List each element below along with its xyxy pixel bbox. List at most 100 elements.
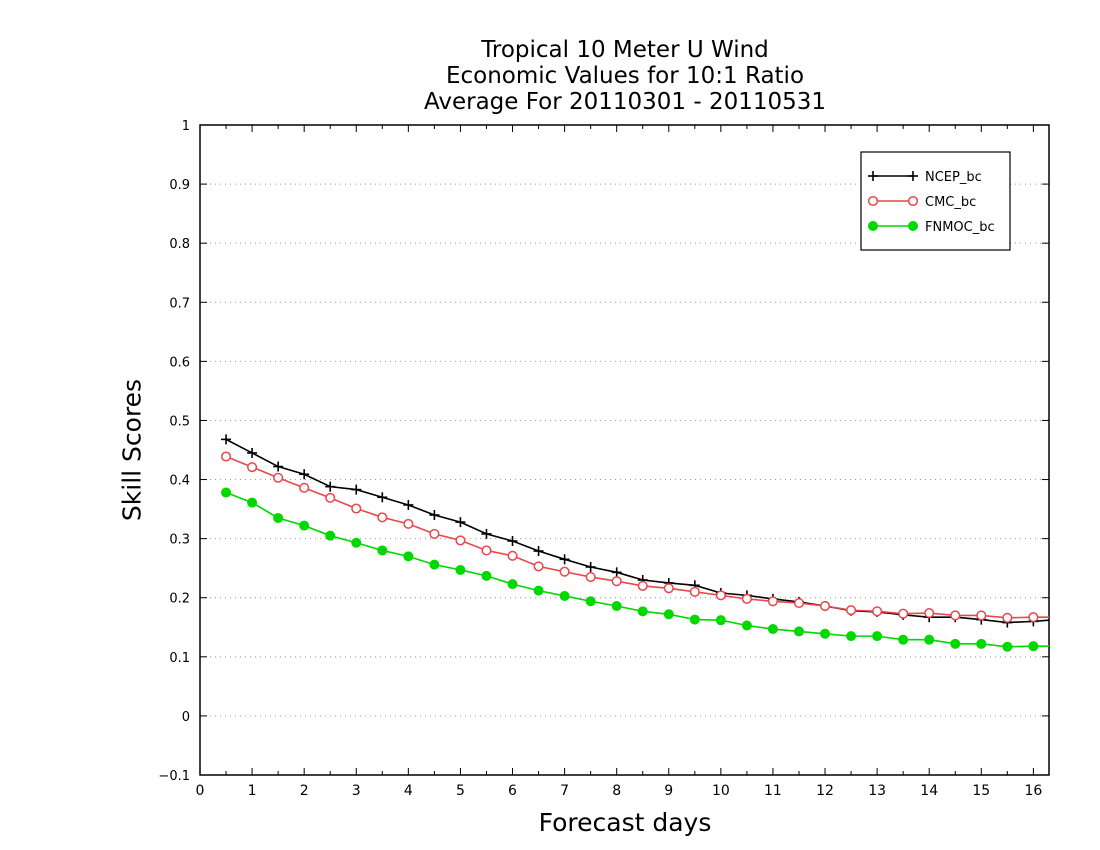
data-point-fnmoc_bc [1002,641,1013,652]
data-point-cmc_bc [507,550,518,561]
data-point-fnmoc_bc [924,634,935,645]
data-point-fnmoc_bc [820,628,831,639]
data-point-cmc_bc [220,451,232,462]
data-point-ncep_bc [559,554,570,565]
data-point-fnmoc_bc [507,579,518,590]
data-point-fnmoc_bc [533,585,544,596]
legend-marker [908,171,918,181]
data-point-cmc_bc [585,571,596,583]
data-point-ncep_bc [221,434,232,445]
data-point-fnmoc_bc [559,590,570,601]
legend: NCEP_bc CMC_bc FNMOC_bc [860,151,1011,251]
data-point-cmc_bc [924,608,935,619]
x-tick-label: 5 [456,783,465,799]
data-point-cmc_bc [819,600,831,612]
data-point-cmc_bc [846,605,857,616]
data-point-cmc_bc [455,535,466,546]
data-point-cmc_bc [1028,612,1039,623]
data-point-fnmoc_bc [689,614,700,625]
data-point-ncep_bc [247,447,258,458]
data-point-cmc_bc [872,606,883,617]
data-point-fnmoc_bc [325,530,336,541]
data-point-ncep_bc [351,484,362,495]
data-point-fnmoc_bc [429,559,440,570]
x-tick-label: 3 [352,783,361,799]
data-point-fnmoc_bc [793,626,804,637]
legend-marker [907,195,919,207]
y-tick-label: 0.4 [169,474,190,489]
data-point-cmc_bc [663,583,674,594]
y-tick-label: 1 [182,119,190,134]
x-tick-label: 16 [1024,783,1042,799]
data-point-ncep_bc [455,517,466,528]
series-line-ncep_bc [225,438,1050,624]
y-tick-label: 0.1 [169,651,190,666]
data-point-fnmoc_bc [455,564,466,575]
series-line-cmc_bc [225,455,1049,619]
legend-marker [867,195,879,207]
data-point-fnmoc_bc [377,545,388,556]
data-point-fnmoc_bc [585,596,596,607]
series-line-fnmoc_bc [225,491,1049,648]
data-point-fnmoc_bc [221,487,232,498]
data-point-fnmoc_bc [611,601,622,611]
x-tick-label: 4 [404,783,413,799]
x-tick-label: 15 [972,783,990,799]
chart-title-line-1: Tropical 10 Meter U Wind [481,37,769,63]
x-tick-label: 13 [868,783,886,799]
data-point-fnmoc_bc [846,631,857,642]
x-tick-label: 11 [764,783,782,799]
data-point-fnmoc_bc [247,497,258,508]
data-point-cmc_bc [793,597,805,609]
legend-label: FNMOC_bc [925,220,995,235]
data-point-ncep_bc [325,481,336,492]
data-point-cmc_bc [273,472,284,483]
data-point-cmc_bc [637,580,648,591]
data-point-ncep_bc [377,492,388,503]
x-tick-label: 6 [508,783,517,799]
data-point-cmc_bc [403,518,414,529]
y-tick-label: 0.3 [169,533,190,548]
y-tick-label: 0.6 [169,355,190,370]
data-point-cmc_bc [481,545,492,556]
x-tick-label: 14 [920,783,938,799]
data-point-ncep_bc [299,469,310,480]
legend-marker [868,221,878,231]
y-tick-label: −0.1 [158,769,190,784]
data-point-ncep_bc [585,562,596,572]
data-point-fnmoc_bc [898,634,909,645]
data-point-fnmoc_bc [1028,641,1039,652]
data-point-ncep_bc [403,499,414,510]
data-point-cmc_bc [377,512,388,523]
data-point-cmc_bc [898,608,909,619]
x-axis-label: Forecast days [538,808,712,837]
x-tick-label: 12 [816,783,834,799]
y-tick-label: 0.2 [169,592,190,607]
data-point-cmc_bc [715,590,726,601]
data-point-fnmoc_bc [715,615,726,626]
data-point-fnmoc_bc [637,606,648,617]
x-tick-label: 10 [712,783,730,799]
y-tick-label: 0.8 [169,237,190,252]
chart-title-line-3: Average For 20110301 - 20110531 [423,89,827,115]
data-point-cmc_bc [976,610,987,621]
data-point-fnmoc_bc [273,512,284,523]
legend-label: NCEP_bc [925,170,982,185]
data-point-cmc_bc [1002,612,1013,623]
data-point-ncep_bc [273,461,284,472]
data-point-cmc_bc [950,610,961,621]
data-point-fnmoc_bc [663,609,674,620]
data-point-ncep_bc [429,510,440,520]
data-point-cmc_bc [533,561,544,572]
plot-frame [199,124,1050,776]
legend-label: CMC_bc [925,195,976,210]
x-tick-label: 2 [300,783,309,799]
data-point-ncep_bc [611,567,622,578]
data-point-ncep_bc [507,536,518,546]
x-tick-label: 9 [664,783,673,799]
data-point-fnmoc_bc [741,620,752,631]
x-tick-label: 1 [248,783,257,799]
y-tick-label: 0.9 [169,178,190,193]
data-point-cmc_bc [351,503,362,514]
